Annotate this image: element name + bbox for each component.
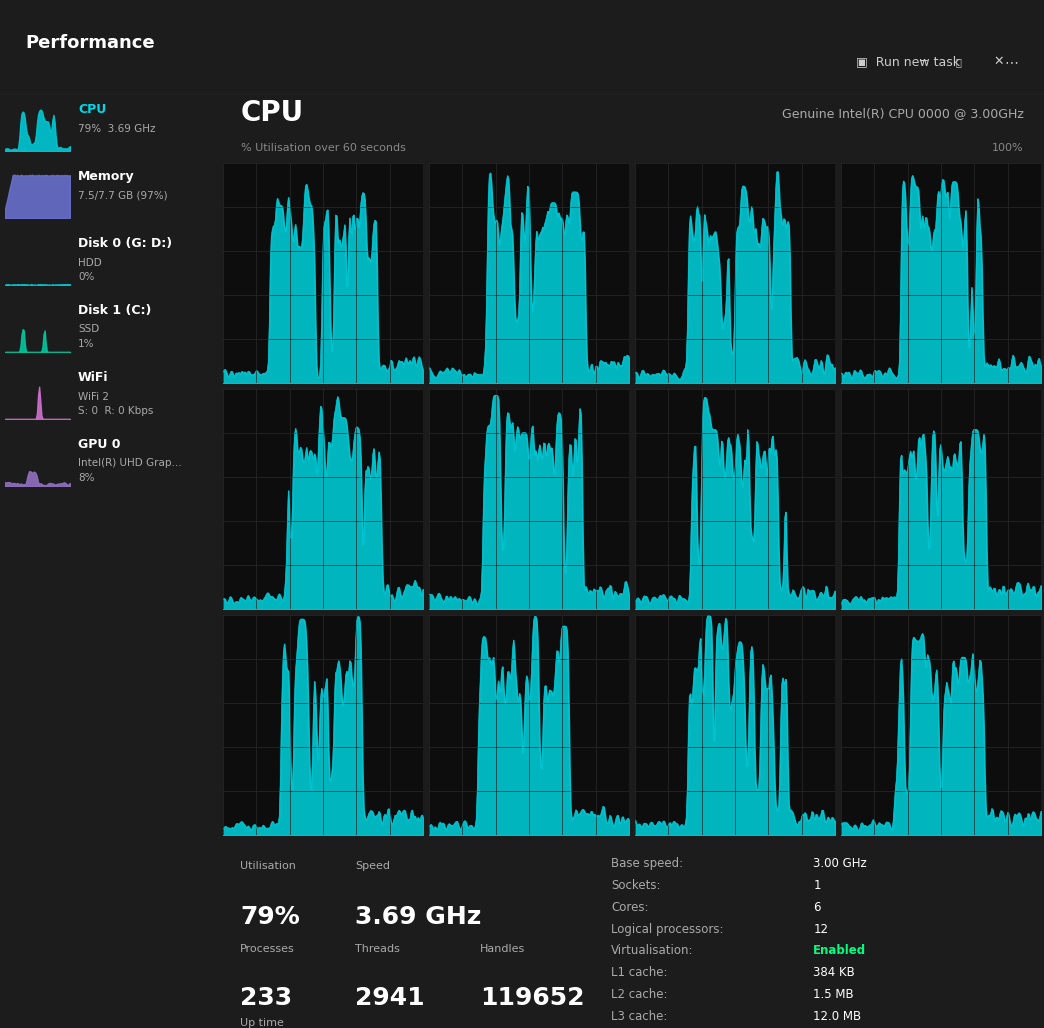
Text: Sockets:: Sockets:	[612, 879, 661, 892]
Text: SSD: SSD	[78, 325, 99, 334]
Text: WiFi: WiFi	[78, 371, 109, 384]
Text: Disk 1 (C:): Disk 1 (C:)	[78, 304, 151, 318]
Text: HDD: HDD	[78, 257, 101, 267]
Text: 3.69 GHz: 3.69 GHz	[355, 905, 481, 928]
Text: 119652: 119652	[480, 986, 585, 1011]
Text: Up time: Up time	[240, 1019, 284, 1028]
Text: Genuine Intel(R) CPU 0000 @ 3.00GHz: Genuine Intel(R) CPU 0000 @ 3.00GHz	[782, 107, 1023, 119]
Text: Cores:: Cores:	[612, 901, 649, 914]
Text: ✕: ✕	[994, 56, 1004, 68]
Text: 100%: 100%	[992, 143, 1023, 153]
Text: 6: 6	[813, 901, 821, 914]
Text: CPU: CPU	[240, 99, 304, 127]
Text: 8%: 8%	[78, 473, 95, 483]
Text: Disk 0 (G: D:): Disk 0 (G: D:)	[78, 237, 172, 250]
Text: 0%: 0%	[78, 272, 94, 283]
Text: Virtualisation:: Virtualisation:	[612, 945, 694, 957]
Text: 1%: 1%	[78, 339, 95, 350]
Text: 12.0 MB: 12.0 MB	[813, 1009, 861, 1023]
Text: Utilisation: Utilisation	[240, 860, 295, 871]
Text: 233: 233	[240, 986, 292, 1011]
Text: Performance: Performance	[25, 34, 155, 51]
Text: Speed: Speed	[355, 860, 390, 871]
Text: 2941: 2941	[355, 986, 425, 1011]
Text: CPU: CPU	[78, 103, 106, 116]
Text: 79%: 79%	[240, 905, 300, 928]
Text: Threads: Threads	[355, 945, 400, 954]
Text: 79%  3.69 GHz: 79% 3.69 GHz	[78, 123, 156, 134]
Text: ⋯: ⋯	[1004, 54, 1018, 69]
Text: Handles: Handles	[480, 945, 525, 954]
Text: 384 KB: 384 KB	[813, 966, 855, 980]
Text: L1 cache:: L1 cache:	[612, 966, 668, 980]
Text: L3 cache:: L3 cache:	[612, 1009, 668, 1023]
Text: Intel(R) UHD Grap...: Intel(R) UHD Grap...	[78, 458, 182, 469]
Text: ⬜: ⬜	[955, 57, 962, 67]
Text: S: 0  R: 0 Kbps: S: 0 R: 0 Kbps	[78, 406, 153, 416]
Text: Logical processors:: Logical processors:	[612, 922, 723, 935]
Text: Processes: Processes	[240, 945, 294, 954]
Text: 3.00 GHz: 3.00 GHz	[813, 857, 867, 870]
Text: WiFi 2: WiFi 2	[78, 392, 109, 402]
Text: ▣  Run new task: ▣ Run new task	[856, 56, 960, 68]
Text: 1: 1	[813, 879, 821, 892]
Text: L2 cache:: L2 cache:	[612, 988, 668, 1001]
Text: 12: 12	[813, 922, 828, 935]
Text: Base speed:: Base speed:	[612, 857, 684, 870]
Text: % Utilisation over 60 seconds: % Utilisation over 60 seconds	[240, 143, 405, 153]
Text: GPU 0: GPU 0	[78, 438, 120, 451]
Text: Enabled: Enabled	[813, 945, 867, 957]
Text: 7.5/7.7 GB (97%): 7.5/7.7 GB (97%)	[78, 190, 168, 200]
Text: ─: ─	[919, 56, 926, 68]
Text: Memory: Memory	[78, 171, 135, 183]
Text: 1.5 MB: 1.5 MB	[813, 988, 854, 1001]
